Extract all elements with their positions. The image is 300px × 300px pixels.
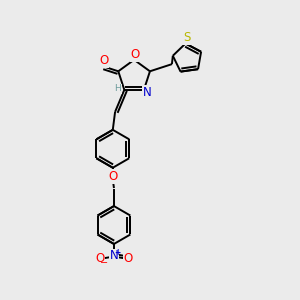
Text: −: −: [100, 258, 108, 268]
Text: H: H: [115, 84, 121, 93]
Text: O: O: [108, 170, 117, 183]
Text: N: N: [110, 250, 118, 262]
Text: S: S: [183, 31, 190, 44]
Text: +: +: [115, 248, 121, 257]
Text: O: O: [95, 252, 105, 265]
Text: N: N: [143, 86, 152, 99]
Text: O: O: [130, 48, 140, 61]
Text: O: O: [123, 252, 132, 265]
Text: O: O: [99, 54, 109, 68]
